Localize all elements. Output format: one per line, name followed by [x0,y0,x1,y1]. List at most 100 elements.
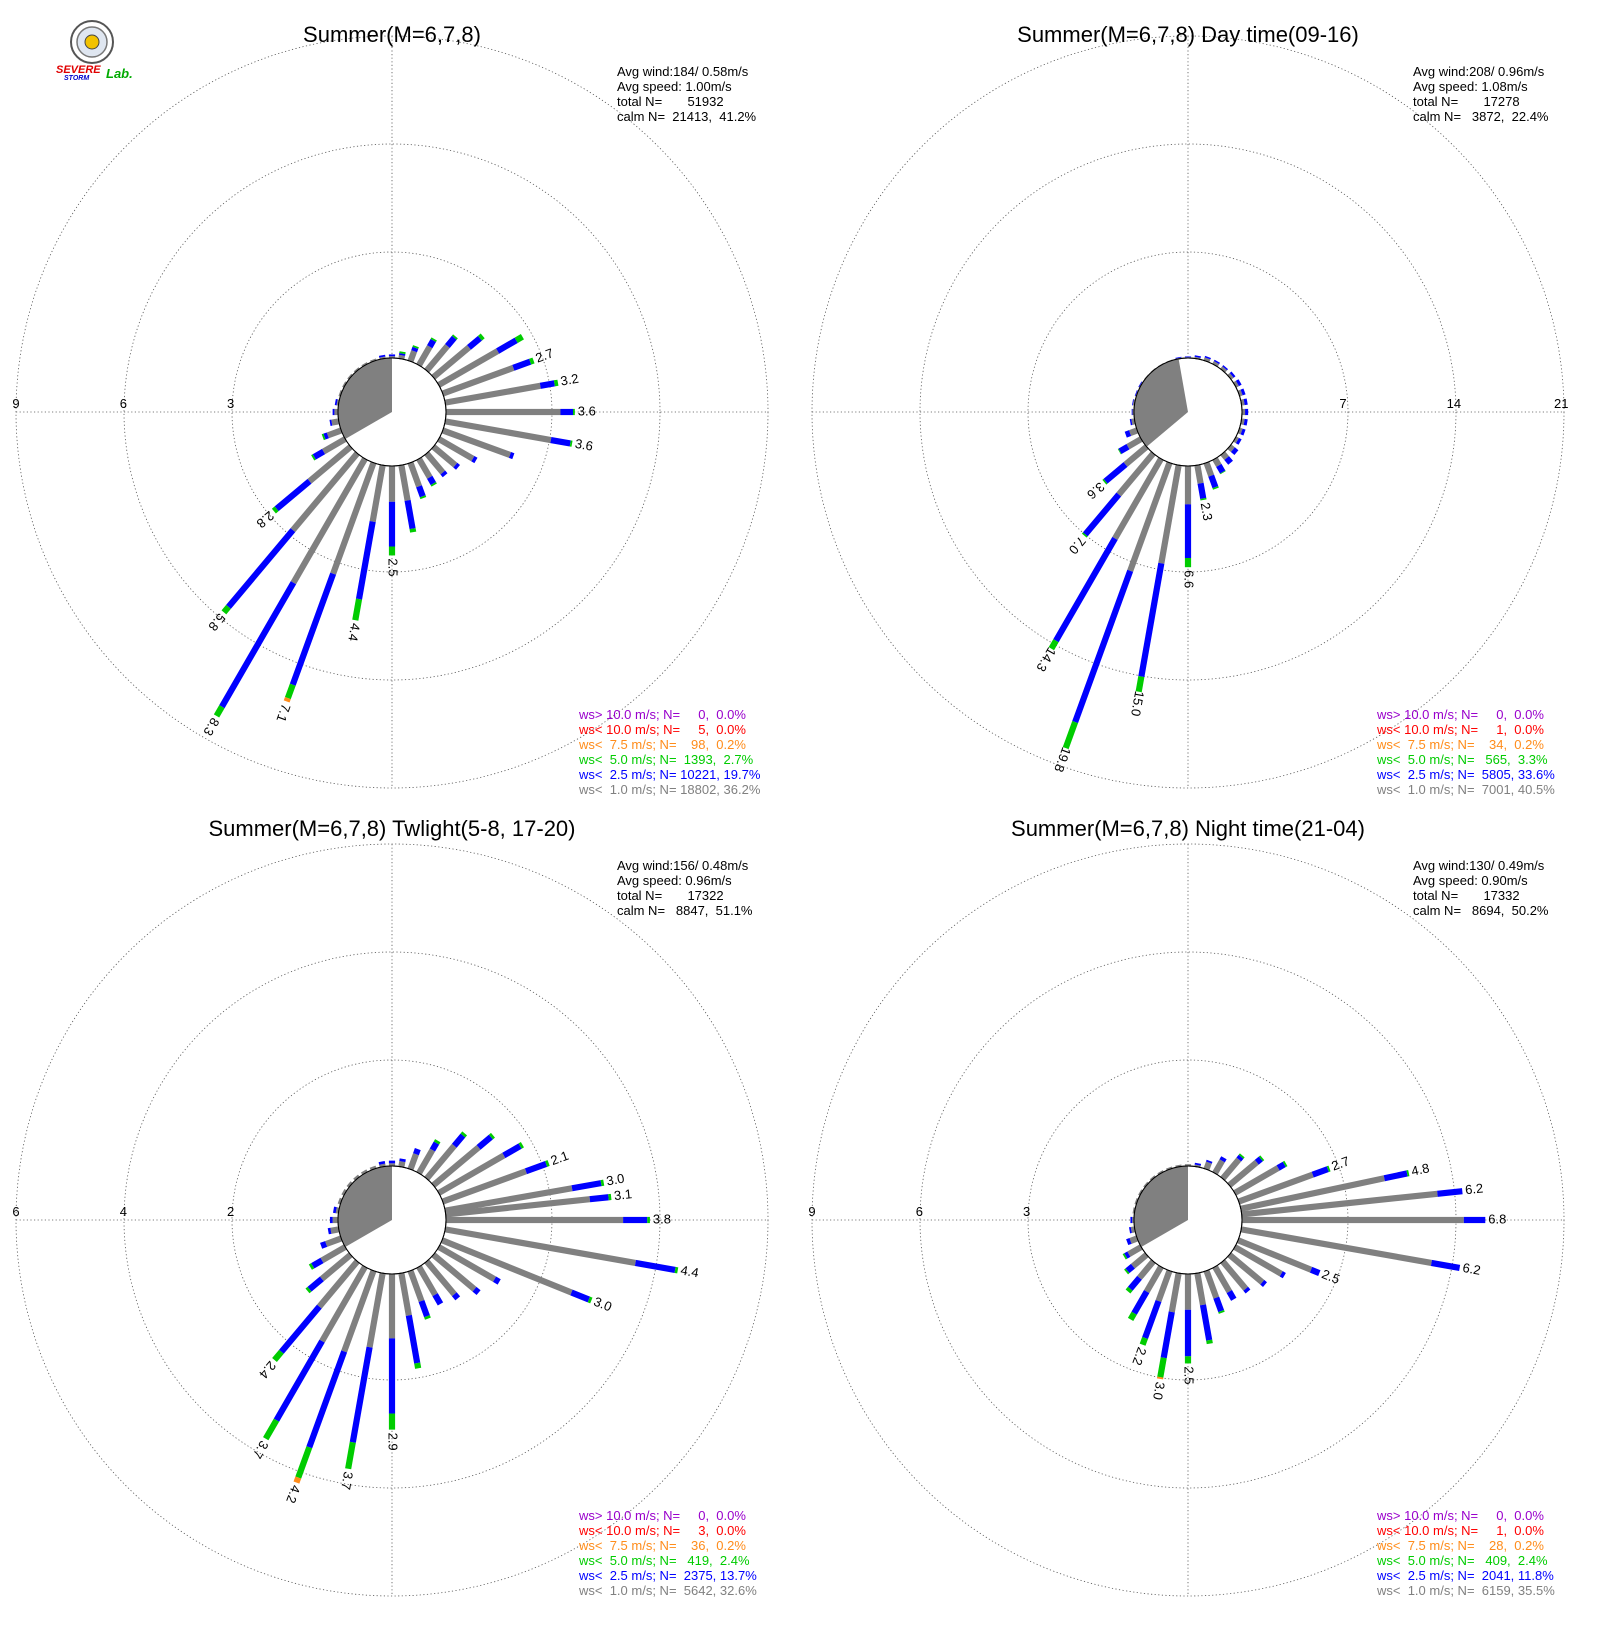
stats-line: Avg speed: 0.96m/s [617,873,732,888]
petal [407,1148,421,1171]
petal-segment-ws5 [1184,1356,1192,1364]
petal-segment-ws1 [319,1265,368,1343]
petal-segment-ws5 [529,357,535,365]
petal [1048,457,1164,651]
petal [388,354,396,358]
petal-segment-ws2_5 [1463,1216,1486,1224]
petal-segment-ws5 [1062,721,1079,750]
petal-segment-ws2_5 [1103,462,1128,484]
petal [1233,436,1242,445]
petal-segment-ws2_5 [1184,504,1192,558]
stats-line: Avg wind:130/ 0.49m/s [1413,858,1545,873]
petal-value-label: 2.7 [533,345,555,365]
petal-segment-ws2_5 [388,1160,396,1164]
petal-segment-ws2_5 [1236,1154,1244,1162]
petal-segment-ws1 [1132,1207,1136,1214]
petal [1062,461,1173,750]
petal-segment-ws1 [353,1174,360,1181]
petal [1081,451,1156,538]
petal-segment-ws5 [518,1142,524,1149]
petal-segment-ws2_5 [1213,359,1220,365]
calm-sector [1134,358,1188,447]
petal-segment-ws2_5 [472,1286,481,1296]
petal-segment-ws2_5 [1138,562,1165,678]
petal [440,1237,593,1304]
calm-sector [337,1166,392,1247]
petal-segment-ws5 [430,337,437,342]
petal-segment-ws5 [308,1263,315,1270]
chart-title: Summer(M=6,7,8) Day time(09-16) [1017,22,1359,47]
petal-segment-ws2_5 [1229,371,1236,378]
legend-entry: ws< 2.5 m/s; N= 5805, 33.6% [1376,767,1555,782]
petal-segment-ws1 [342,381,347,388]
petal [1220,1259,1251,1294]
petal [407,345,419,363]
petal [445,1193,612,1218]
petal-segment-ws2_5 [476,1134,493,1150]
petal-segment-ws1 [444,418,552,444]
petal [1233,379,1242,388]
wind-rose-panels: 3692.73.23.63.62.54.47.18.35.82.8Summer(… [12,22,1568,1598]
petal [1203,1159,1213,1171]
petal [1139,1269,1173,1346]
petal-value-label: 3.6 [578,403,596,418]
petal-segment-ws2_5 [378,1160,386,1165]
petal-segment-ws1 [1126,436,1143,450]
stats-line: Avg wind:184/ 0.58m/s [617,64,749,79]
petal-segment-ws1 [1194,1272,1207,1306]
petal-segment-ws1 [330,461,377,575]
petal [1237,1165,1331,1205]
petal [332,408,338,416]
petal-segment-ws5 [409,528,417,533]
legend-entry: ws< 7.5 m/s; N= 98, 0.2% [578,737,746,752]
petal-segment-ws2_5 [502,1143,522,1159]
petal-segment-ws2_5 [405,1314,421,1364]
petal-segment-ws2_5 [440,470,448,478]
petal-segment-ws1 [1240,1175,1385,1212]
petal-segment-ws2_5 [320,1241,328,1249]
petal-segment-ws5 [1117,448,1122,455]
petal-segment-ws1 [347,373,353,380]
petal [293,1269,377,1484]
petal-segment-ws5 [352,598,363,621]
petal-segment-ws5 [221,604,231,615]
petal-segment-ws5 [1212,486,1219,490]
petal-segment-ws1 [1134,1198,1139,1205]
petal-segment-ws1 [336,399,340,406]
petal [1127,1265,1164,1321]
petal-segment-ws2_5 [307,1276,324,1292]
petal-segment-ws1 [316,1259,360,1309]
petal-segment-ws2_5 [1131,408,1133,416]
petal [441,427,515,460]
petal-segment-ws2_5 [349,1346,373,1443]
petal-segment-ws5 [1218,1310,1225,1314]
petal [446,408,575,416]
petal-segment-ws5 [399,351,406,355]
petal-segment-ws1 [407,461,422,488]
petal [1203,355,1211,363]
ring-label: 9 [808,1204,815,1219]
grid-ring [15,843,769,1597]
petal [388,1274,396,1430]
petal [431,444,461,470]
petal-segment-ws5 [608,1193,612,1201]
petal-segment-ws1 [1168,1272,1182,1313]
petal-segment-ws1 [1242,1216,1464,1224]
petal-segment-ws1 [334,408,338,416]
petal-value-label: 2.5 [1320,1266,1342,1287]
petal-segment-ws2_5 [451,1292,461,1301]
legend-entry: ws< 10.0 m/s; N= 3, 0.0% [578,1523,746,1538]
petal-segment-ws2_5 [445,335,457,348]
petal-segment-ws2_5 [378,354,386,358]
petal [263,1265,368,1441]
petal [369,1165,377,1171]
petal-segment-ws2_5 [471,455,478,464]
petal-segment-ws1 [424,1143,457,1181]
petal [1212,1265,1237,1301]
petal [437,1142,524,1196]
petal-value-label: 4.4 [680,1262,700,1280]
petal [1132,1207,1136,1214]
petal-value-label: 3.0 [605,1171,625,1189]
petal-segment-ws2_5 [329,1216,333,1224]
petal [441,1160,550,1205]
